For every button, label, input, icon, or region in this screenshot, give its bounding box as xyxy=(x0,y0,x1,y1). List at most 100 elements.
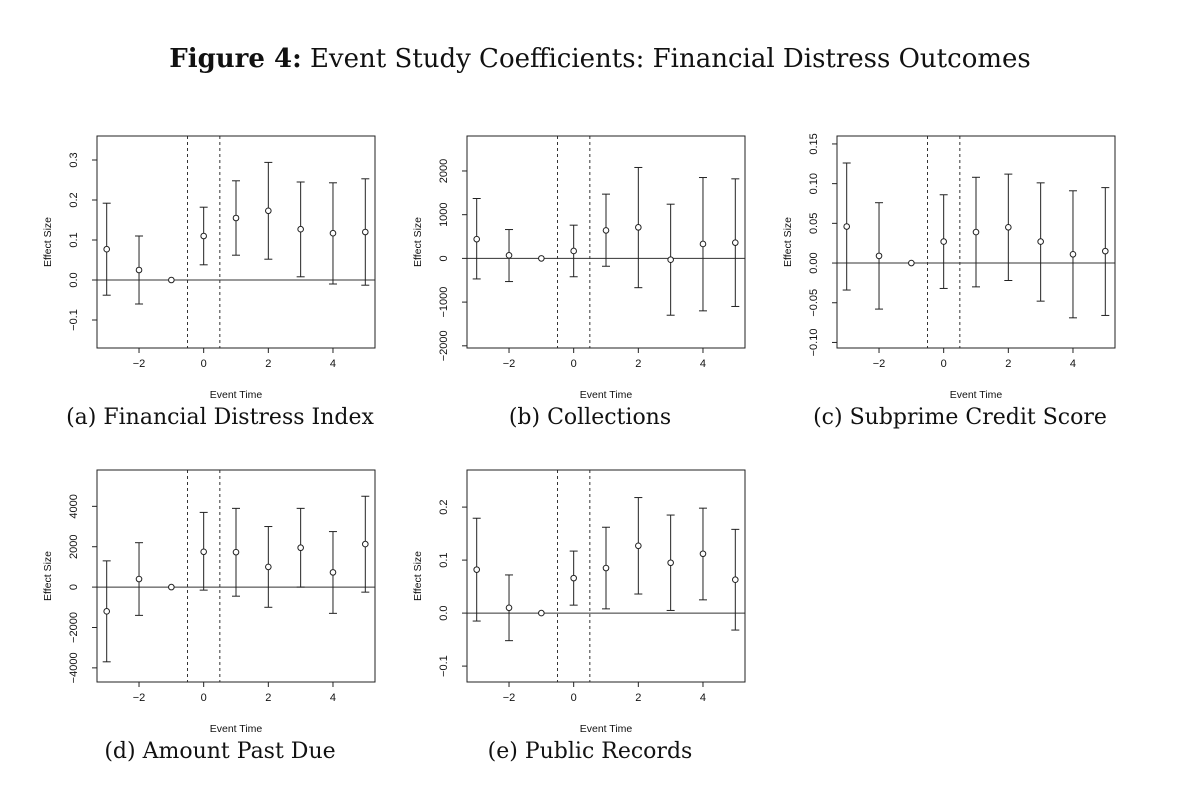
data-point xyxy=(232,548,240,556)
y-tick-label: 2000 xyxy=(438,159,450,183)
data-point xyxy=(875,252,883,260)
data-point xyxy=(362,228,369,236)
data-point xyxy=(135,266,143,274)
y-tick-label: 0.2 xyxy=(68,192,80,207)
y-tick-label: 0.2 xyxy=(438,499,450,514)
panel-subprime-credit-score: −2 0 2 4 −0.10 −0.05 0.00 0.05 0.10 0.15 Event Tim… xyxy=(770,120,1150,430)
data-point xyxy=(635,224,642,231)
data-point xyxy=(908,259,915,267)
figure-label: Figure 4: xyxy=(169,44,302,74)
y-tick-label: 0 xyxy=(438,255,450,261)
x-axis-label: Event Time xyxy=(210,389,263,401)
figure-title-text: Event Study Coefficients: Financial Dist… xyxy=(309,44,1031,74)
x-tick-label: −2 xyxy=(873,358,886,370)
data-point xyxy=(602,227,610,234)
chart-financial-distress-index: −2 0 2 4 −0.1 0.0 0.1 0.2 0.3 Event Time Effect Si… xyxy=(42,135,376,401)
x-tick-label: 0 xyxy=(201,358,207,370)
x-tick-label: 4 xyxy=(330,692,336,704)
data-point xyxy=(1069,251,1077,258)
data-point xyxy=(329,569,337,576)
x-tick-label: 0 xyxy=(201,692,207,704)
y-axis-label: Effect Size xyxy=(412,551,424,601)
y-axis-label: Effect Size xyxy=(782,217,794,267)
data-point xyxy=(103,608,110,615)
x-tick-label: 4 xyxy=(700,692,706,704)
x-tick-label: 0 xyxy=(571,692,577,704)
data-point xyxy=(297,225,304,233)
y-tick-label: 0.0 xyxy=(438,605,450,620)
x-tick-label: −2 xyxy=(503,692,516,704)
caption-subprime-credit-score: (c) Subprime Credit Score xyxy=(813,405,1107,430)
data-point xyxy=(732,239,739,246)
data-point xyxy=(362,540,369,548)
chart-amount-past-due: −2 0 2 4 −4000 −2000 0 2000 4000 Event Time Effect… xyxy=(42,469,376,735)
y-tick-label: 0.10 xyxy=(808,173,820,194)
y-tick-label: 0.1 xyxy=(438,552,450,567)
y-tick-label: 0.1 xyxy=(68,232,80,247)
data-point xyxy=(505,604,513,612)
x-axis-label: Event Time xyxy=(580,723,633,735)
x-tick-label: 2 xyxy=(265,692,271,704)
caption-amount-past-due: (d) Amount Past Due xyxy=(104,739,336,764)
y-tick-label: −4000 xyxy=(68,652,80,683)
caption-collections: (b) Collections xyxy=(508,405,672,430)
plot-frame xyxy=(836,135,1116,349)
x-axis-label: Event Time xyxy=(210,723,263,735)
y-tick-label: 0 xyxy=(68,584,80,590)
data-point xyxy=(732,576,739,584)
y-tick-label: 4000 xyxy=(68,494,80,518)
data-point xyxy=(843,223,850,230)
data-point xyxy=(667,559,674,567)
x-tick-label: 2 xyxy=(1005,358,1011,370)
data-point xyxy=(200,232,207,240)
panel-collections: −2 0 2 4 −2000 −1000 0 1000 2000 Event Time Effect… xyxy=(400,120,780,430)
data-point xyxy=(972,228,980,236)
caption-financial-distress-index: (a) Financial Distress Index xyxy=(66,405,374,430)
panel-public-records: −2 0 2 4 −0.1 0.0 0.1 0.2 Event Time Effect Size … xyxy=(400,454,780,764)
plot-frame xyxy=(96,469,376,683)
x-tick-label: 2 xyxy=(635,692,641,704)
y-tick-label: 0.0 xyxy=(68,272,80,287)
data-point xyxy=(265,207,272,215)
chart-subprime-credit-score: −2 0 2 4 −0.10 −0.05 0.00 0.05 0.10 0.15 Event Tim… xyxy=(782,133,1116,401)
data-point xyxy=(135,575,143,583)
data-point xyxy=(667,256,674,264)
data-point xyxy=(538,255,545,262)
data-point xyxy=(635,542,642,550)
plot-frame xyxy=(466,135,746,349)
data-point xyxy=(168,276,175,284)
y-tick-label: 1000 xyxy=(438,202,450,226)
caption-public-records: (e) Public Records xyxy=(487,739,693,764)
y-tick-label: −0.10 xyxy=(808,329,820,357)
data-point xyxy=(329,229,337,237)
data-point xyxy=(505,252,513,259)
y-tick-label: −2000 xyxy=(68,612,80,643)
data-point xyxy=(168,583,175,591)
y-tick-label: −0.1 xyxy=(438,655,450,677)
x-axis-label: Event Time xyxy=(580,389,633,401)
x-tick-label: 4 xyxy=(330,358,336,370)
x-tick-label: 4 xyxy=(1070,358,1076,370)
data-point xyxy=(200,548,207,556)
data-point xyxy=(699,550,707,558)
plot-frame xyxy=(466,469,746,683)
y-axis-label: Effect Size xyxy=(42,551,54,601)
data-point xyxy=(699,240,707,248)
data-point xyxy=(232,214,240,222)
x-tick-label: −2 xyxy=(503,358,516,370)
data-point xyxy=(265,563,272,571)
x-tick-label: 2 xyxy=(635,358,641,370)
chart-collections: −2 0 2 4 −2000 −1000 0 1000 2000 Event Time Effect… xyxy=(412,135,746,401)
data-point xyxy=(473,566,480,573)
x-tick-label: −2 xyxy=(133,358,146,370)
y-tick-label: 0.3 xyxy=(68,152,80,167)
y-tick-label: 2000 xyxy=(68,534,80,558)
x-tick-label: −2 xyxy=(133,692,146,704)
data-point xyxy=(602,564,610,572)
data-point xyxy=(570,574,577,582)
y-tick-label: −0.05 xyxy=(808,289,820,317)
y-tick-label: −1000 xyxy=(438,287,450,318)
x-tick-label: 2 xyxy=(265,358,271,370)
data-point xyxy=(473,235,480,243)
data-point xyxy=(1037,238,1044,245)
